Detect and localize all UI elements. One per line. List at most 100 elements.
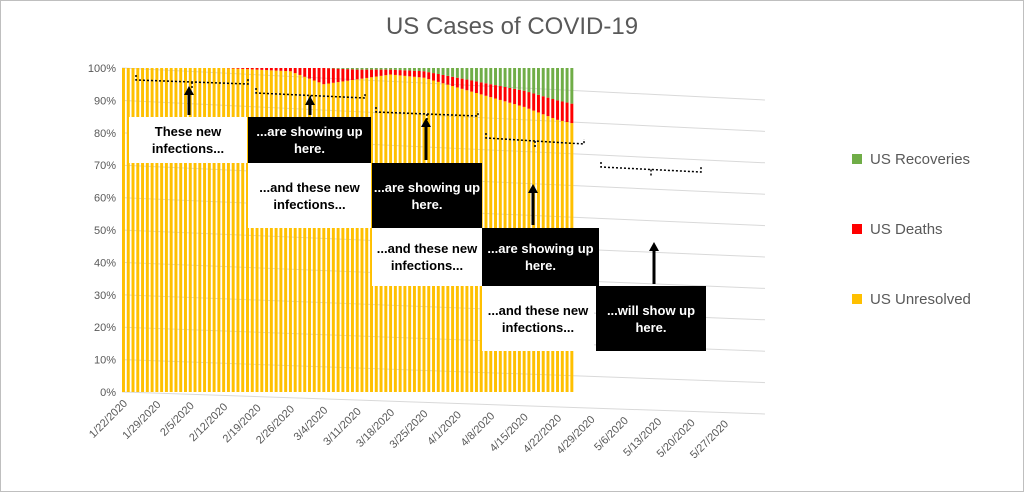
bar-deaths (265, 68, 269, 71)
bar-deaths (284, 68, 288, 72)
bar-unresolved (231, 68, 235, 392)
bar-unresolved (365, 77, 369, 393)
bar-unresolved (179, 68, 183, 392)
bar-deaths (536, 94, 540, 113)
y-tick-label: 80% (94, 128, 116, 140)
bar-recoveries (513, 68, 517, 89)
bar-deaths (451, 76, 455, 87)
bar-deaths (541, 96, 545, 115)
bar-unresolved (212, 68, 216, 392)
bar-recoveries (484, 68, 488, 84)
bar-recoveries (408, 68, 412, 71)
bar-recoveries (479, 68, 483, 83)
bar-recoveries (446, 68, 450, 76)
bar-deaths (417, 71, 421, 78)
y-tick-label: 60% (94, 193, 116, 205)
arrow-head (649, 242, 659, 251)
bar-deaths (303, 68, 307, 77)
bar-deaths (393, 69, 397, 75)
bar-recoveries (460, 68, 464, 79)
bar-unresolved (308, 78, 311, 392)
bar-unresolved (370, 77, 373, 392)
bar-unresolved (236, 68, 240, 393)
annotation-box-6: ...are showing up here. (482, 228, 599, 286)
bar-unresolved (331, 82, 335, 392)
bar-unresolved (203, 68, 207, 392)
bar-deaths (412, 70, 416, 77)
bar-deaths (322, 68, 326, 85)
bar-recoveries (379, 68, 383, 70)
bar-deaths (403, 70, 407, 76)
bar-recoveries (494, 68, 498, 86)
bar-recoveries (374, 68, 378, 70)
bar-recoveries (365, 68, 369, 70)
y-tick-label: 0% (100, 387, 116, 399)
bar-recoveries (527, 68, 531, 93)
bar-unresolved (360, 78, 364, 392)
bar-deaths (384, 69, 388, 76)
bar-recoveries (384, 68, 388, 70)
legend-swatch-unresolved (852, 294, 862, 304)
bar-unresolved (265, 70, 269, 392)
bar-deaths (532, 93, 536, 111)
y-axis-ticks: 0% 10% 20% 30% 40% 50% 60% 70% 80% 90% 100% (88, 63, 116, 399)
bar-deaths (341, 68, 345, 82)
bar-unresolved (298, 74, 302, 392)
bar-unresolved (184, 68, 187, 392)
bar-unresolved (207, 68, 211, 392)
bar-unresolved (246, 69, 249, 393)
legend-item-unresolved: US Unresolved (852, 289, 971, 309)
bar-deaths (517, 89, 521, 106)
legend-item-recoveries: US Recoveries (852, 149, 970, 169)
bar-unresolved (160, 68, 164, 392)
bar-recoveries (398, 68, 402, 71)
gridline (121, 391, 766, 415)
bar-unresolved (279, 70, 283, 392)
bar-recoveries (522, 68, 526, 91)
bar-deaths (427, 72, 431, 80)
bar-recoveries (455, 68, 459, 78)
legend-item-deaths: US Deaths (852, 219, 943, 239)
bar-deaths (293, 68, 297, 74)
bar-recoveries (565, 68, 569, 103)
bar-recoveries (465, 68, 469, 80)
bar-unresolved (188, 68, 192, 392)
bar-unresolved (322, 84, 326, 392)
bar-deaths (327, 68, 331, 84)
bar-unresolved (241, 68, 245, 392)
bar-recoveries (403, 68, 407, 71)
bar-deaths (312, 68, 316, 81)
bar-unresolved (169, 68, 173, 392)
annotation-box-1: These new infections... (129, 117, 247, 163)
y-tick-label: 20% (94, 322, 116, 334)
y-tick-label: 100% (88, 63, 116, 75)
bar-unresolved (260, 69, 264, 392)
bar-recoveries (489, 68, 493, 85)
bar-recoveries (474, 68, 478, 82)
y-tick-label: 10% (94, 355, 116, 367)
bar-deaths (446, 75, 450, 85)
bar-unresolved (355, 79, 359, 392)
bar-deaths (484, 83, 488, 96)
bar-unresolved (193, 68, 197, 392)
annotation-arrows (135, 75, 702, 284)
bar-unresolved (141, 68, 145, 392)
bar-deaths (389, 69, 393, 75)
bar-recoveries (556, 68, 560, 101)
bar-unresolved (293, 73, 297, 392)
bar-recoveries (508, 68, 512, 88)
arrow-head (184, 86, 194, 95)
bar-deaths (513, 88, 517, 105)
legend-label-recoveries: US Recoveries (870, 150, 971, 168)
y-tick-label: 40% (94, 257, 116, 269)
bar-unresolved (131, 68, 135, 392)
legend-label-deaths: US Deaths (870, 220, 943, 238)
bar-recoveries (432, 68, 435, 74)
bar-recoveries (451, 68, 455, 77)
bar-deaths (565, 102, 569, 122)
bar-deaths (560, 101, 564, 121)
bar-deaths (365, 69, 369, 78)
bar-deaths (350, 69, 354, 81)
bar-unresolved (150, 68, 154, 392)
bar-deaths (465, 79, 469, 91)
